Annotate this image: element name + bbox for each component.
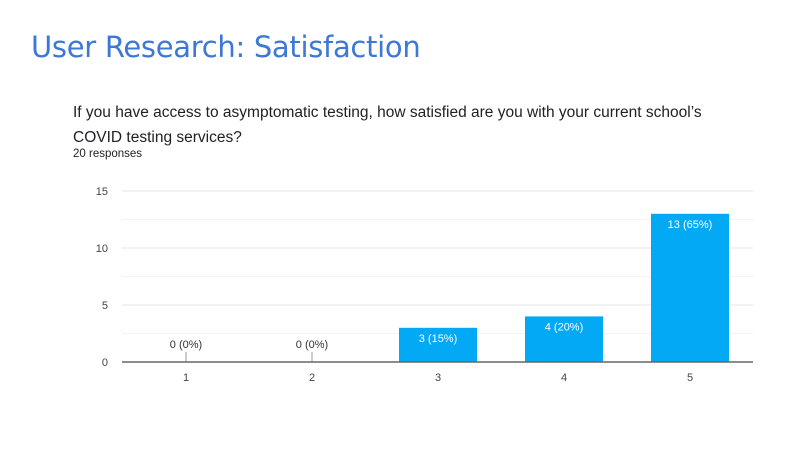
x-tick-label: 4 [561,372,567,384]
bar [525,316,603,362]
data-label: 4 (20%) [545,321,584,333]
bar [651,213,729,362]
data-label: 13 (65%) [668,219,713,231]
y-tick-label: 10 [96,243,108,255]
x-tick-label: 5 [687,372,693,384]
bar [399,327,477,362]
question-text: If you have access to asymptomatic testi… [73,104,702,146]
x-tick-label: 1 [183,372,189,384]
data-label: 3 (15%) [419,333,458,345]
y-tick-label: 0 [102,357,108,369]
x-tick-label: 2 [309,372,315,384]
response-count: 20 responses [73,148,143,160]
data-label: 0 (0%) [296,339,328,351]
data-label: 0 (0%) [170,339,202,351]
y-tick-label: 15 [96,186,108,198]
x-tick-label: 3 [435,372,441,384]
slide-title: User Research: Satisfaction [31,30,421,64]
y-tick-label: 5 [102,300,108,312]
